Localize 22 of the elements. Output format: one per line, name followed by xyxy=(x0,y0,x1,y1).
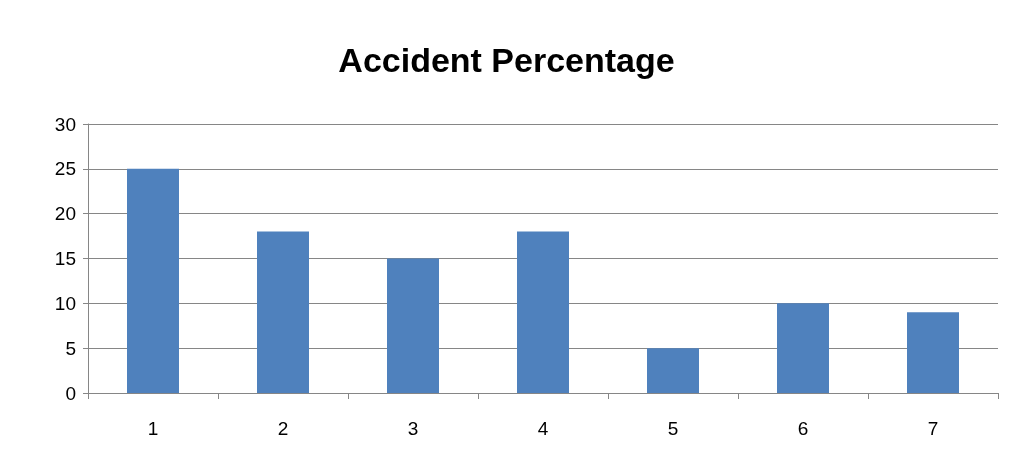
x-tick-label: 4 xyxy=(537,418,549,439)
bar xyxy=(647,348,699,393)
y-tick-label: 0 xyxy=(65,382,76,404)
x-tick-label: 6 xyxy=(797,418,809,439)
x-tick-label: 2 xyxy=(277,418,289,439)
x-tick-label: 3 xyxy=(407,418,419,439)
y-tick-label: 25 xyxy=(54,158,76,180)
y-tick-label: 20 xyxy=(54,203,76,225)
bar xyxy=(517,231,569,393)
bar xyxy=(387,258,439,393)
x-tick-label: 7 xyxy=(927,418,939,439)
bar xyxy=(257,231,309,393)
y-tick-label: 30 xyxy=(54,113,76,135)
y-tick-label: 15 xyxy=(54,248,76,269)
y-tick-label: 10 xyxy=(54,292,76,314)
bar xyxy=(127,168,179,393)
bar xyxy=(777,303,829,393)
x-tick-label: 5 xyxy=(667,418,679,439)
bar xyxy=(907,312,959,393)
y-tick-label: 5 xyxy=(65,337,76,359)
x-tick-label: 1 xyxy=(147,418,159,439)
chart-title: Accident Percentage xyxy=(338,41,675,79)
